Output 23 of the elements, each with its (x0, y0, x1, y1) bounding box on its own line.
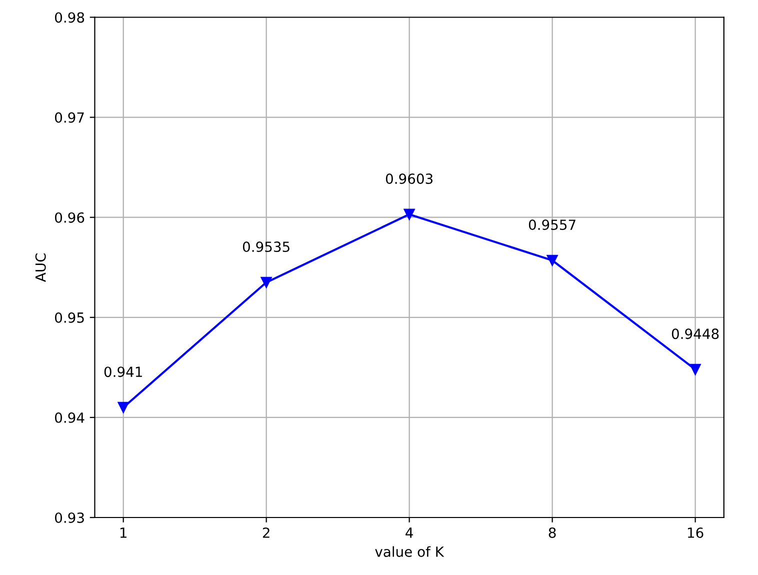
point (260, 276, 272, 288)
data-label: 0.9557 (528, 220, 576, 230)
data-label: 0.9448 (672, 328, 719, 340)
data-label: 0.941 (104, 366, 142, 378)
data-label: 0.9535 (242, 242, 290, 252)
x-tick-label: 2 (262, 527, 270, 538)
point (404, 208, 415, 220)
y-tick-label: 0.95 (55, 312, 84, 323)
y-tick-label: 0.98 (55, 12, 84, 23)
point (118, 402, 129, 413)
x-tick-label: 4 (406, 528, 413, 538)
x-tick-label: 16 (688, 527, 704, 538)
y-tick-label: 0.96 (55, 212, 84, 223)
x-axis-title: value of K (375, 546, 444, 557)
point (546, 254, 558, 266)
data-label: 0.9603 (386, 173, 433, 184)
x-tick-label: 1 (120, 528, 126, 538)
x-tick-label: 8 (548, 527, 556, 538)
y-tick-label: 0.94 (55, 412, 84, 423)
y-axis-title: AUC (35, 253, 46, 282)
y-tick-label: 0.97 (55, 112, 84, 123)
point (690, 364, 701, 375)
y-tick-label: 0.93 (55, 512, 84, 523)
